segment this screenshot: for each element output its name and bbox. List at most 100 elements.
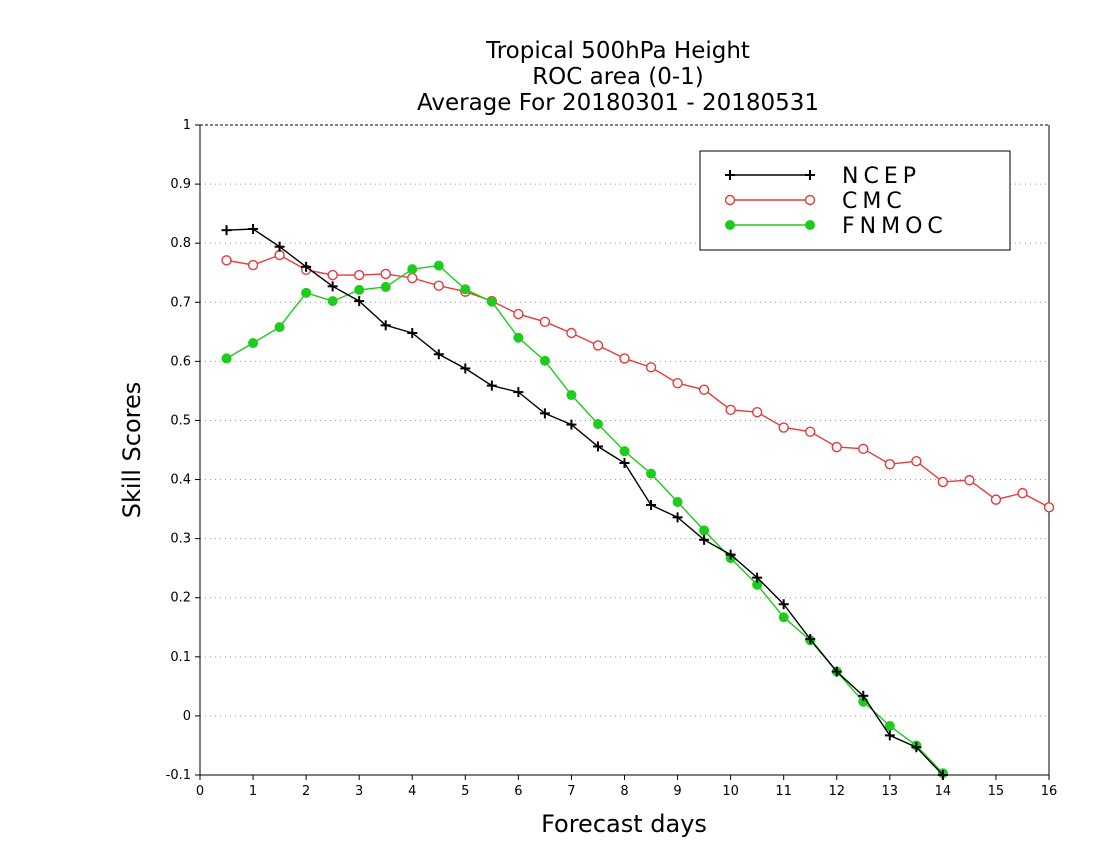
- cmc-point: [698, 384, 710, 395]
- legend-marker: [805, 170, 815, 180]
- ncep-point: [619, 458, 630, 468]
- x-tick-label: 6: [514, 784, 522, 799]
- fnmoc-point: [380, 281, 391, 292]
- cmc-point: [1017, 487, 1028, 499]
- legend-label-cmc: CMC: [842, 189, 907, 214]
- cmc-point: [513, 308, 524, 320]
- fnmoc-series: [221, 260, 948, 779]
- fnmoc-point: [407, 264, 418, 275]
- y-tick-label: 0.4: [170, 473, 191, 488]
- fnmoc-point: [566, 390, 577, 401]
- ncep-point: [566, 419, 577, 430]
- cmc-series: [221, 249, 1055, 513]
- x-tick-label: 0: [196, 784, 204, 799]
- legend-item-cmc: CMC: [724, 189, 907, 214]
- x-tick-label: 4: [408, 784, 416, 799]
- ncep-point: [539, 408, 550, 419]
- ncep-point: [884, 730, 895, 741]
- y-tick-label: 0.9: [170, 177, 191, 192]
- x-tick-label: 11: [775, 784, 792, 799]
- ncep-point: [354, 296, 365, 307]
- fnmoc-point: [778, 612, 789, 623]
- chart-title: Tropical 500hPa Height ROC area (0-1) Av…: [417, 38, 819, 116]
- x-tick-label: 15: [988, 784, 1005, 799]
- cmc-point: [566, 327, 577, 339]
- legend-marker: [725, 170, 735, 180]
- ncep-point: [460, 363, 471, 374]
- cmc-point: [433, 280, 444, 291]
- cmc-point: [990, 494, 1002, 505]
- x-tick-label: 2: [302, 784, 310, 799]
- y-tick-label: 0.3: [170, 532, 191, 547]
- legend-marker: [804, 194, 816, 206]
- ncep-point: [274, 241, 285, 252]
- ncep-point: [301, 261, 312, 272]
- cmc-point: [539, 316, 551, 327]
- x-tick-label: 5: [461, 784, 469, 799]
- ncep-point: [327, 281, 338, 292]
- fnmoc-line: [226, 264, 944, 774]
- cmc-point: [884, 458, 896, 470]
- fnmoc-point: [248, 338, 259, 349]
- cmc-point: [911, 456, 922, 467]
- ncep-point: [380, 320, 391, 331]
- y-tick-label: 0.7: [170, 295, 191, 310]
- cmc-point: [937, 476, 949, 488]
- fnmoc-point: [592, 419, 603, 429]
- ncep-point: [221, 225, 232, 236]
- y-axis-label: Skill Scores: [118, 382, 146, 519]
- ncep-point: [911, 742, 922, 753]
- legend-label-ncep: NCEP: [842, 164, 921, 189]
- ncep-point: [513, 387, 524, 398]
- x-tick-label: 8: [620, 784, 628, 799]
- cmc-line: [226, 254, 1050, 508]
- fnmoc-point: [699, 525, 710, 536]
- cmc-point: [619, 353, 630, 364]
- ncep-point: [699, 534, 710, 545]
- fnmoc-point: [672, 497, 683, 507]
- chart-title-line-3: Average For 20180301 - 20180531: [417, 90, 819, 116]
- ncep-point: [752, 572, 763, 583]
- x-tick-label: 13: [882, 784, 899, 799]
- legend-label-fnmoc: FNMOC: [842, 214, 948, 239]
- ncep-series: [221, 224, 948, 780]
- y-tick-label: 0.6: [170, 354, 191, 369]
- legend-item-ncep: NCEP: [725, 164, 921, 189]
- cmc-point: [672, 378, 683, 389]
- chart-title-line-2: ROC area (0-1): [532, 64, 704, 90]
- fnmoc-point: [646, 468, 657, 479]
- cmc-point: [725, 404, 736, 416]
- cmc-point: [1043, 502, 1055, 513]
- fnmoc-point: [619, 446, 630, 457]
- ncep-point: [831, 666, 842, 677]
- legend-marker: [805, 220, 815, 230]
- y-tick-label: 0.2: [170, 591, 191, 606]
- x-tick-label: 14: [935, 784, 952, 799]
- cmc-point: [805, 426, 816, 437]
- ncep-point: [672, 512, 683, 523]
- y-tick-label: 0: [183, 709, 191, 724]
- fnmoc-point: [354, 284, 365, 295]
- x-tick-label: 12: [828, 784, 845, 799]
- cmc-point: [964, 474, 975, 486]
- cmc-point: [645, 362, 657, 373]
- fnmoc-point: [274, 322, 285, 333]
- cmc-point: [751, 406, 763, 418]
- fnmoc-point: [433, 260, 444, 271]
- y-tick-label: -0.1: [166, 768, 191, 783]
- fnmoc-point: [486, 296, 497, 307]
- cmc-point: [274, 249, 285, 261]
- fnmoc-point: [327, 296, 338, 307]
- y-tick-label: 0.5: [170, 413, 191, 428]
- ncep-point: [778, 599, 789, 610]
- ncep-point: [805, 634, 816, 645]
- cmc-point: [858, 443, 869, 455]
- cmc-point: [327, 269, 338, 281]
- ncep-point: [646, 499, 657, 510]
- cmc-point: [380, 268, 391, 280]
- fnmoc-point: [539, 355, 550, 366]
- x-tick-label: 9: [673, 784, 681, 799]
- x-tick-label: 7: [567, 784, 575, 799]
